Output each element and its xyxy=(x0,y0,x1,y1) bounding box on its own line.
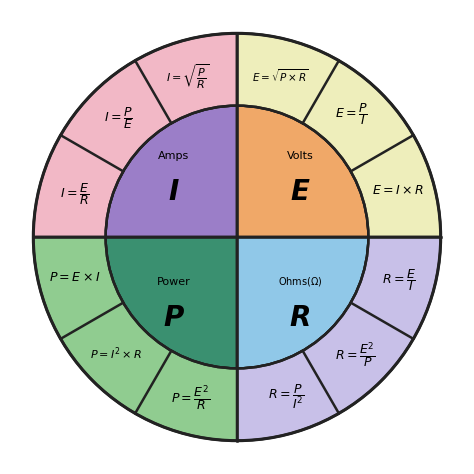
Text: $P=I^2\times R$: $P=I^2\times R$ xyxy=(91,345,143,362)
Wedge shape xyxy=(237,106,368,237)
Text: $P=E\times I$: $P=E\times I$ xyxy=(49,271,100,284)
Text: I: I xyxy=(169,178,179,206)
Text: $I=\sqrt{\dfrac{P}{R}}$: $I=\sqrt{\dfrac{P}{R}}$ xyxy=(166,63,210,91)
Text: Ohms($\Omega$): Ohms($\Omega$) xyxy=(278,275,322,288)
Text: $R=\dfrac{E}{I}$: $R=\dfrac{E}{I}$ xyxy=(382,267,416,293)
Text: E: E xyxy=(291,178,310,206)
Text: $R=\dfrac{P}{I^2}$: $R=\dfrac{P}{I^2}$ xyxy=(268,383,304,411)
Text: Volts: Volts xyxy=(287,151,313,161)
Wedge shape xyxy=(33,33,237,237)
Text: $I=\dfrac{P}{E}$: $I=\dfrac{P}{E}$ xyxy=(104,106,133,131)
Wedge shape xyxy=(106,237,237,368)
Text: Amps: Amps xyxy=(158,151,190,161)
Wedge shape xyxy=(33,237,237,441)
Text: $E=\dfrac{P}{I}$: $E=\dfrac{P}{I}$ xyxy=(335,101,368,128)
Text: $P=\dfrac{E^2}{R}$: $P=\dfrac{E^2}{R}$ xyxy=(171,383,210,413)
Wedge shape xyxy=(237,237,441,441)
Text: $E=\sqrt{P\times R}$: $E=\sqrt{P\times R}$ xyxy=(252,67,309,83)
Wedge shape xyxy=(106,106,237,237)
Text: R: R xyxy=(290,304,311,332)
Wedge shape xyxy=(237,33,441,237)
Text: $I=\dfrac{E}{R}$: $I=\dfrac{E}{R}$ xyxy=(60,181,90,207)
Text: P: P xyxy=(164,304,184,332)
Text: Power: Power xyxy=(157,277,191,287)
Text: $E=I\times R$: $E=I\times R$ xyxy=(372,184,424,197)
Text: $R=\dfrac{E^2}{P}$: $R=\dfrac{E^2}{P}$ xyxy=(335,341,376,370)
Wedge shape xyxy=(237,237,368,368)
